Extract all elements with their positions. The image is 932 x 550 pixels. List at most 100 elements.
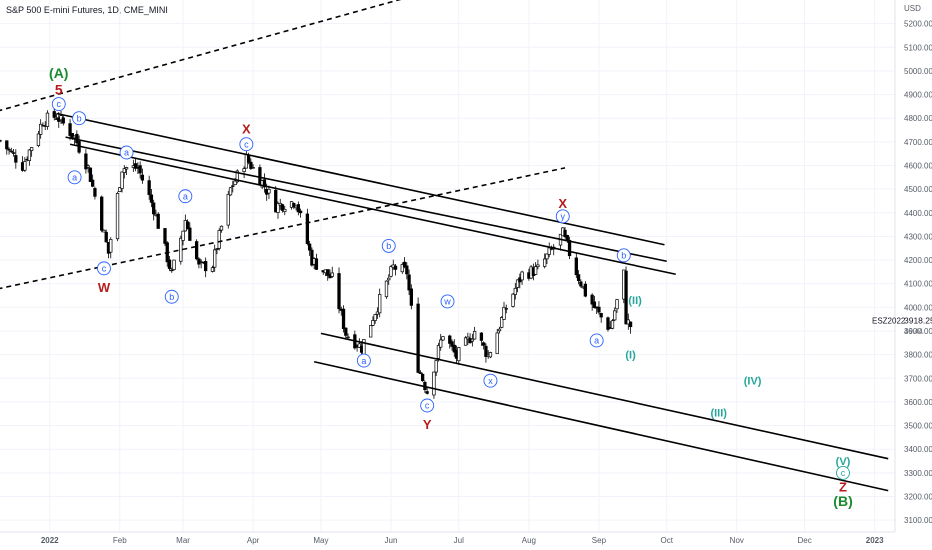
candle [280, 203, 285, 213]
candle-body [341, 308, 346, 329]
candle [61, 115, 65, 126]
time-tick-label: Aug [522, 536, 536, 545]
candle-body [615, 299, 619, 310]
candle-body [280, 204, 285, 211]
wave-label-circle [72, 111, 87, 126]
candle-body [393, 265, 398, 270]
candle-body [262, 179, 267, 188]
wave-label-text: b [77, 113, 82, 123]
wave-label-text: Z [839, 480, 847, 495]
wave-label-circle [420, 398, 435, 413]
candle [267, 185, 271, 200]
candle [305, 208, 310, 246]
candle [613, 307, 617, 322]
wave-label-circle [616, 248, 631, 263]
candle-body [515, 279, 520, 288]
candle-body [420, 373, 425, 382]
candle-body [217, 230, 221, 249]
candle-body [231, 185, 235, 187]
candle-body [188, 227, 192, 241]
wave-label-text: X [242, 121, 251, 136]
candle [576, 270, 581, 285]
wave-label-text: (A) [49, 65, 68, 81]
candle [23, 157, 27, 173]
candle-body [29, 147, 34, 151]
candle [470, 333, 475, 347]
candle-body [563, 229, 567, 237]
candle-body [479, 332, 484, 341]
candle [167, 255, 172, 272]
candle-body [84, 153, 88, 170]
wave-label: X [242, 121, 251, 136]
wave-label-circle [836, 465, 850, 480]
candle-body [147, 180, 151, 195]
candle-body [115, 193, 120, 240]
wave-label: b [72, 111, 87, 126]
dashed-channel-top[interactable] [0, 0, 407, 113]
wave-label-text: a [183, 191, 188, 201]
candle-body [409, 288, 413, 306]
candle [179, 235, 183, 265]
candle-body [495, 332, 499, 354]
price-tick-label: 4300.00 [904, 232, 932, 241]
price-tick-label: 3700.00 [904, 374, 932, 383]
candle-body [91, 179, 95, 187]
candle [590, 293, 594, 311]
wave-label: a [119, 145, 134, 160]
candle-body [606, 317, 610, 330]
candle [362, 339, 366, 356]
candle [204, 257, 208, 278]
upper-channel-2[interactable] [65, 136, 667, 263]
candle [149, 189, 154, 208]
dashed-channel-bottom[interactable] [0, 167, 566, 291]
lower-channel-2[interactable] [313, 360, 889, 492]
candle [482, 341, 486, 350]
wave-label-text: a [361, 356, 366, 366]
candle-body [163, 228, 167, 244]
price-tick-label: 4800.00 [904, 114, 932, 123]
candle [296, 201, 300, 216]
candle-body [249, 161, 253, 169]
upper-channel-1[interactable] [56, 112, 665, 246]
candle-body [167, 259, 172, 269]
wave-label-text: c [102, 264, 107, 274]
time-tick-label: 2023 [866, 536, 884, 545]
candle-body [346, 336, 350, 339]
candle-body [210, 267, 215, 272]
lower-channel-1[interactable] [320, 332, 889, 460]
candle [181, 230, 185, 246]
wave-label-circle [119, 145, 134, 160]
candle-body [326, 269, 330, 276]
candle-body [52, 111, 56, 118]
wave-label: X [558, 196, 567, 211]
candle [185, 219, 190, 230]
candle [378, 288, 382, 318]
candle [346, 333, 350, 339]
candle-body [124, 167, 129, 170]
wave-label-circle [51, 97, 66, 111]
candle-body [185, 221, 190, 230]
candle-body [93, 188, 97, 197]
candle [393, 264, 398, 276]
wave-label: (III) [710, 407, 727, 419]
candle-body [400, 264, 404, 273]
candle [344, 327, 348, 339]
candle [39, 119, 43, 139]
candle-body [543, 258, 547, 267]
candle [341, 305, 346, 333]
wave-labels: (A)5cbaacWabXcbawxcYXyba(II)(I)(IV)(III)… [49, 65, 853, 509]
price-axis[interactable]: USD 5200.00 5100.00 5000.00 4900.00 4800.00 47… [872, 0, 932, 550]
candle-body [610, 320, 615, 329]
candle [599, 312, 603, 323]
candle-body [86, 165, 90, 168]
candle-body [9, 150, 13, 153]
time-tick-label: May [313, 536, 328, 545]
candle-body [463, 337, 468, 346]
upper-channel-3[interactable] [69, 143, 676, 276]
candle-body [628, 321, 633, 328]
time-axis[interactable]: 2022 Feb Mar Apr May Jun Jul Aug Sep Oct Nov Dec 202… [0, 531, 932, 550]
candle [91, 174, 95, 188]
candle [170, 267, 174, 273]
